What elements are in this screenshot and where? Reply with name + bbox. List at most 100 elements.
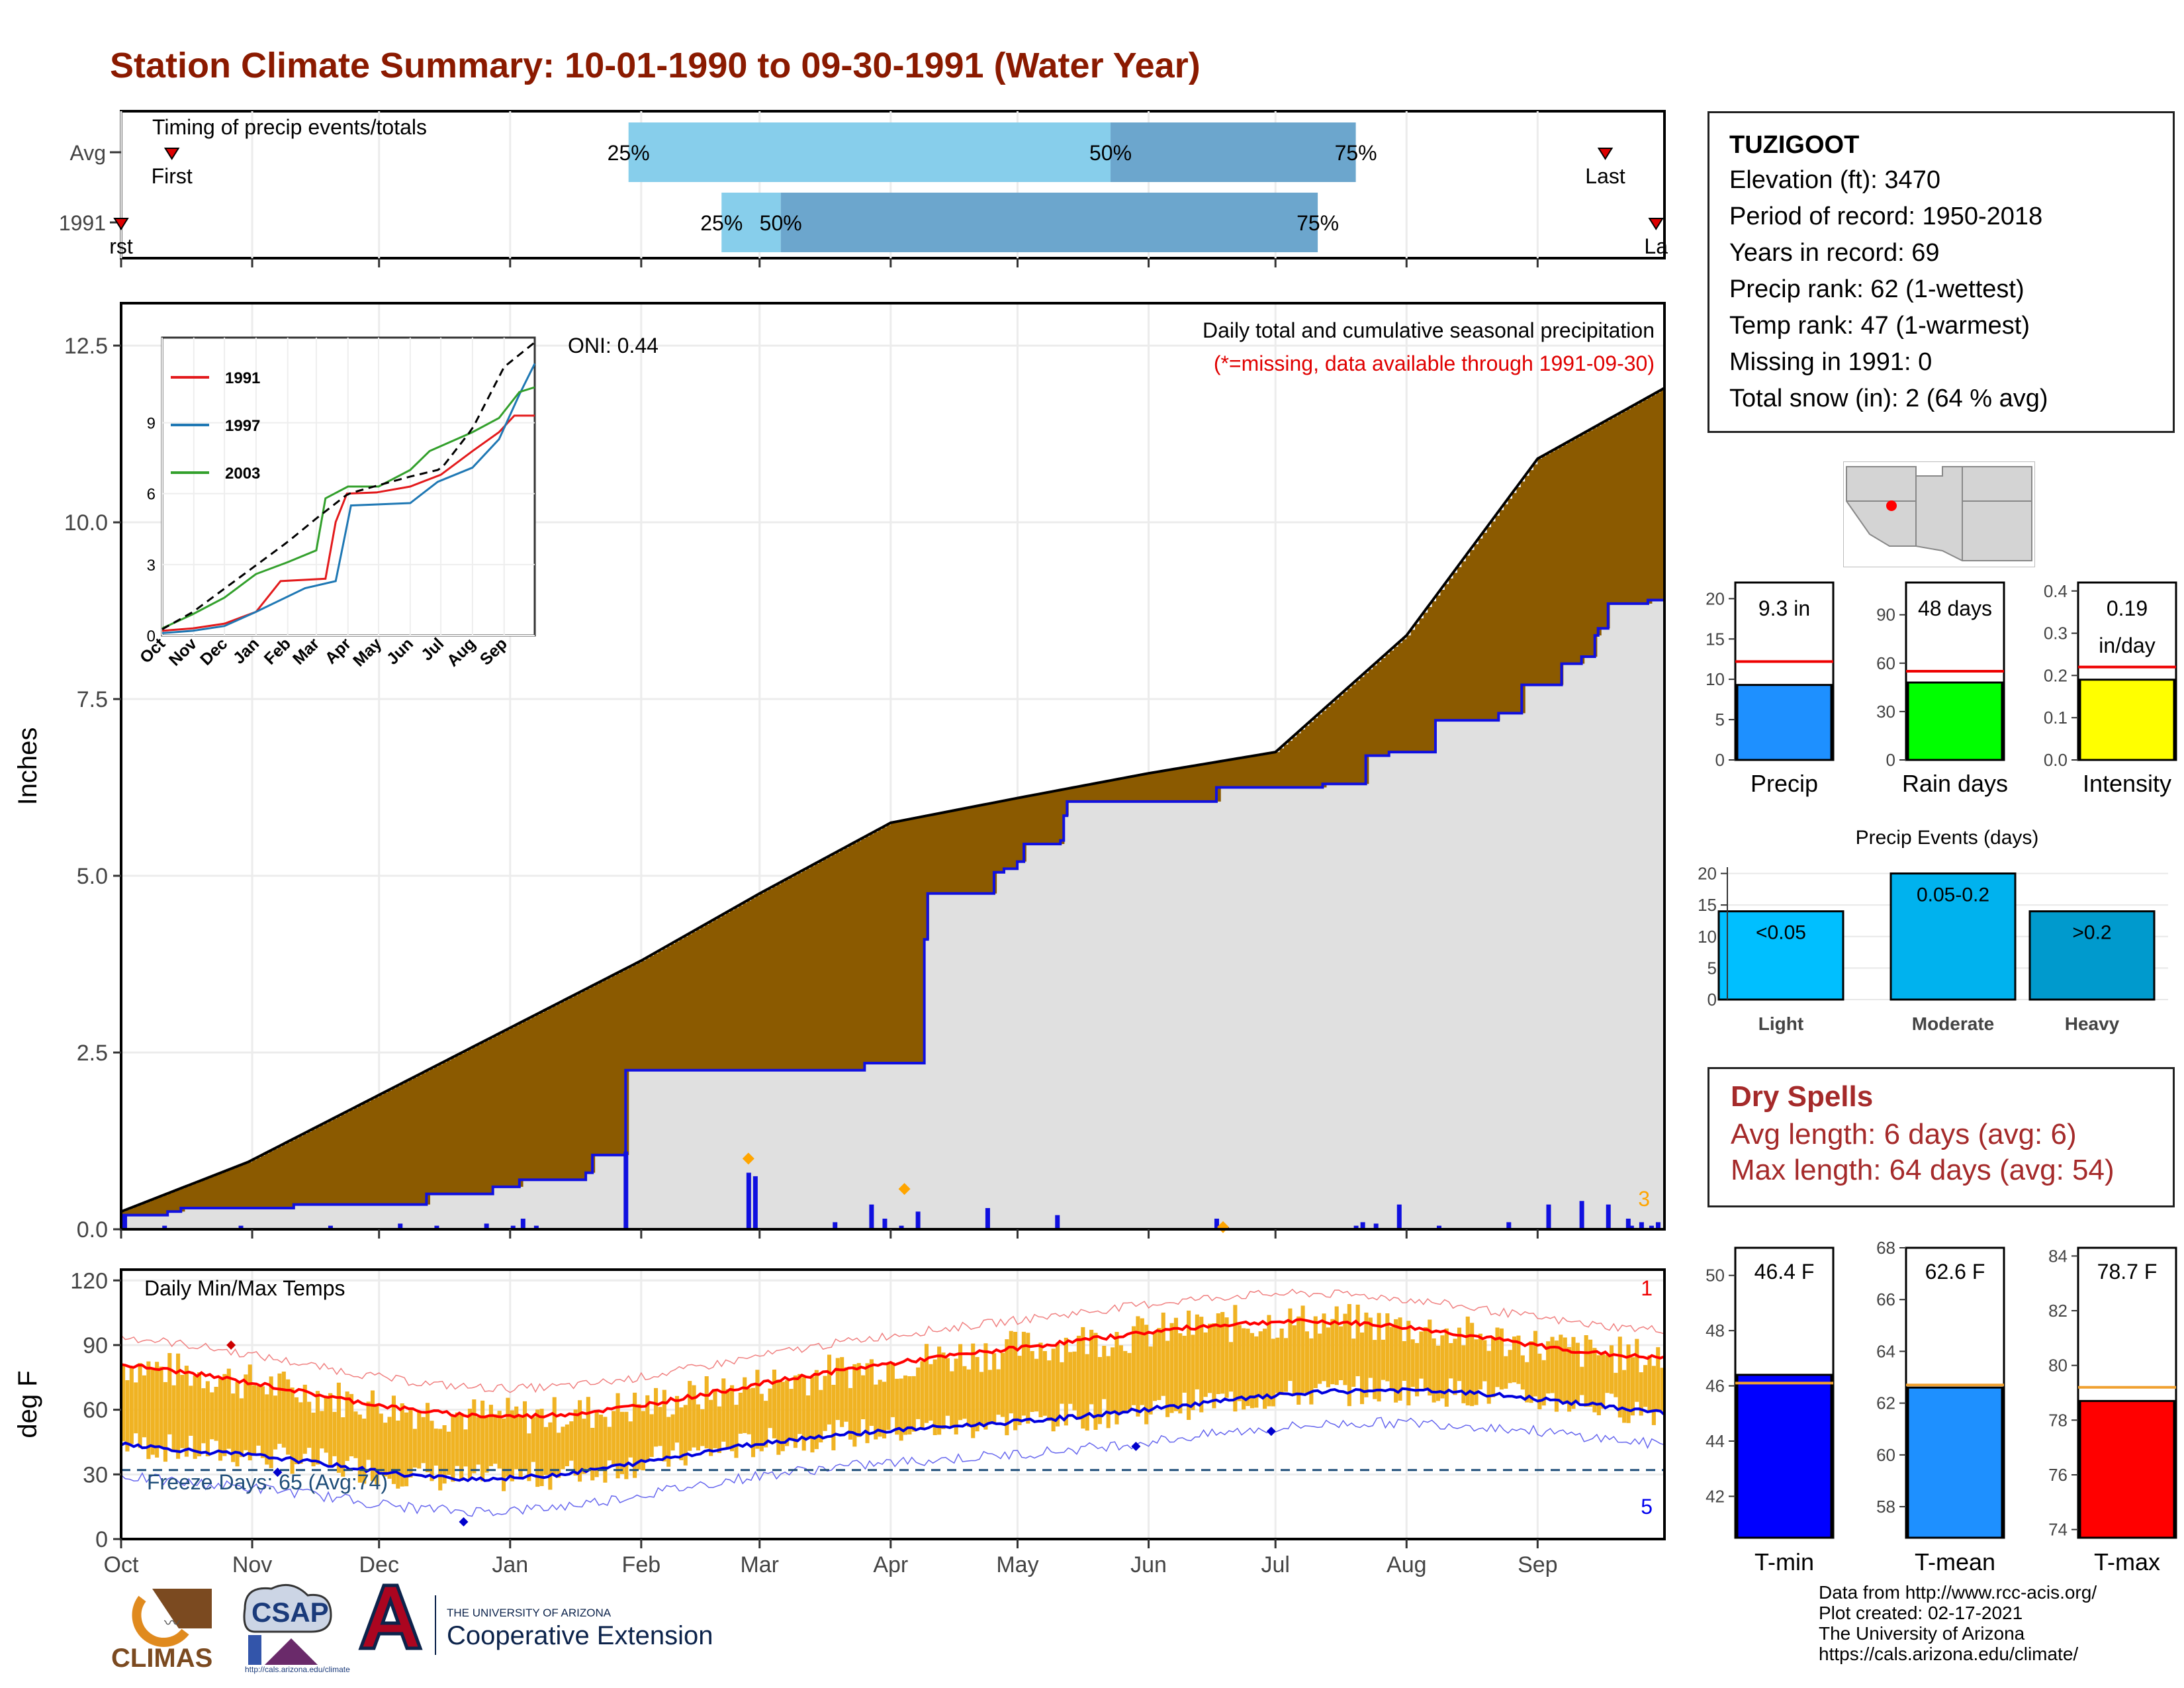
timing-row-label: Avg [69, 141, 106, 165]
month-label: Oct [104, 1552, 139, 1577]
dry-spells-box: Dry Spells Avg length: 6 days (avg: 6) M… [1707, 1067, 2175, 1207]
gauge-tick: 0.2 [2044, 665, 2068, 685]
gauge-tick: 15 [1706, 629, 1725, 649]
gauge-tick: 0 [1715, 750, 1725, 770]
month-label: Jul [1261, 1552, 1289, 1577]
timing-marker [163, 148, 180, 160]
avg-min-line [120, 1387, 1666, 1483]
inset-ytick: 9 [147, 415, 156, 433]
gauge-tick: 90 [1876, 605, 1895, 625]
gauge-tick: 10 [1706, 669, 1725, 689]
daily-precip-bar [1055, 1215, 1060, 1229]
station-info-line: Missing in 1991: 0 [1729, 348, 1933, 376]
temp-gauge-tick: 68 [1876, 1238, 1895, 1258]
csap-logo: CSAP http://cals.arizona.edu/climate [243, 1583, 350, 1674]
daily-precip-bar [1625, 1218, 1631, 1229]
avg-cumulative-line [120, 387, 1665, 1213]
oni-label: ONI: 0.44 [568, 334, 659, 357]
temp-ytick: 120 [70, 1268, 108, 1293]
daily-precip-bar [985, 1207, 990, 1229]
daily-precip-bar [833, 1222, 838, 1229]
temp-gauge-bar [1736, 1374, 1833, 1539]
daily-precip-bar [882, 1218, 887, 1229]
temp-gauge-tick: 74 [2048, 1520, 2068, 1540]
temp-panel: 0 30 60 90 120 Oct Nov Dec Jan Feb Mar Apr May Jun Jul… [13, 1268, 1666, 1577]
temp-gauge-tick: 50 [1706, 1266, 1725, 1286]
temp-gauge-tick: 46 [1706, 1376, 1725, 1396]
gauge-value: 0.19 [2107, 596, 2148, 620]
timing-bar-50-75 [780, 193, 1318, 252]
temp-gauge-bar [1907, 1386, 2003, 1539]
climas-text: CLIMAS [111, 1644, 212, 1673]
temp-gauge-tick: 42 [1706, 1486, 1725, 1506]
timing-label: Timing of precip events/totals [152, 115, 427, 139]
credit-line: https://cals.arizona.edu/climate/ [1819, 1644, 2079, 1664]
temp-count-low: 5 [1641, 1495, 1653, 1519]
gauge-bar [1907, 681, 2003, 761]
location-map [1843, 461, 2035, 567]
timing-first-label: rst [109, 234, 133, 258]
credit-line: Data from http://www.rcc-acis.org/ [1819, 1582, 2097, 1603]
temp-gauge-tick: 44 [1706, 1431, 1725, 1451]
daily-precip-bar [1396, 1204, 1402, 1229]
temp-record-marker [226, 1340, 236, 1350]
timing-marker [1597, 148, 1614, 160]
daily-precip-bar [1579, 1201, 1584, 1229]
temp-gauge-name: T-min [1754, 1548, 1814, 1575]
precip-ytick: 2.5 [77, 1041, 108, 1066]
events-title: Precip Events (days) [1856, 827, 2039, 849]
gauge-tick: 0.1 [2044, 708, 2068, 727]
temp-count-high: 1 [1641, 1276, 1653, 1300]
svg-text:http://cals.arizona.edu/climat: http://cals.arizona.edu/climate [245, 1665, 350, 1674]
freeze-days-label: Freeze Days: 65 (Avg:74) [147, 1470, 388, 1494]
svg-text:〰: 〰 [164, 1615, 180, 1632]
temp-gauge-value: 78.7 F [2097, 1260, 2158, 1284]
ua-logo: THE UNIVERSITY OF ARIZONA Cooperative Ex… [358, 1583, 713, 1655]
events-category: Heavy [2065, 1013, 2120, 1034]
events-category: Moderate [1912, 1013, 1994, 1034]
temp-gauge-bar [2079, 1399, 2175, 1539]
timing-bar-25-50 [721, 193, 781, 252]
gauge-value: in/day [2099, 633, 2155, 657]
deficit-area [121, 390, 1665, 1215]
dry-max-length: Max length: 64 days (avg: 54) [1731, 1154, 2115, 1186]
timing-pct-label: 50% [1089, 141, 1132, 165]
daily-precip-bar [1546, 1204, 1551, 1229]
station-info-box: TUZIGOOT Elevation (ft): 3470 Period of r… [1707, 111, 2175, 433]
month-label: Jun [1130, 1552, 1167, 1577]
daily-precip-bar [915, 1211, 921, 1229]
daily-precip-bar [752, 1176, 758, 1229]
inset-series-line [161, 363, 536, 634]
daily-precip-bar [1649, 1225, 1654, 1229]
gauge-tick: 20 [1706, 588, 1725, 608]
timing-last-label: Last [1585, 164, 1625, 188]
daily-precip-bar [1360, 1222, 1365, 1229]
logos: 〰 CLIMAS CSAP http://cals.arizona.edu/cl… [111, 1582, 713, 1674]
timing-pct-label: 25% [608, 141, 650, 165]
gauge-bar [1736, 684, 1833, 761]
inset-series-line [161, 414, 535, 632]
temp-gauge-tick: 80 [2048, 1356, 2068, 1376]
month-label: Nov [232, 1552, 272, 1577]
avg-max-line [120, 1318, 1665, 1420]
timing-pct-label: 75% [1297, 211, 1339, 235]
station-info-line: Years in record: 69 [1729, 239, 1940, 267]
temp-gauge-name: T-mean [1915, 1548, 1995, 1575]
svg-text:THE UNIVERSITY OF ARIZONA: THE UNIVERSITY OF ARIZONA [447, 1607, 612, 1619]
temp-gauge-tick: 82 [2048, 1301, 2068, 1321]
month-label: Feb [622, 1552, 661, 1577]
gauges-panel: 0 5 10 15 20 9.3 in Precip 0 30 60 90 48 days Rain d… [1698, 581, 2177, 1575]
daily-precip-bar [899, 1225, 904, 1229]
station-info-line: Temp rank: 47 (1-warmest) [1729, 312, 2030, 340]
daily-precip-bar [1373, 1223, 1379, 1229]
temp-record-marker [273, 1468, 283, 1477]
temp-ytick: 90 [83, 1333, 108, 1358]
daily-precip-bar [122, 1215, 128, 1229]
precip-ytick: 0.0 [77, 1217, 108, 1243]
precip-ytick: 10.0 [64, 510, 108, 536]
temp-ytick: 30 [83, 1462, 108, 1487]
temp-record-marker [1266, 1427, 1276, 1436]
month-label: Mar [740, 1552, 779, 1577]
timing-pct-label: 50% [760, 211, 802, 235]
daily-precip-bar [510, 1225, 516, 1229]
